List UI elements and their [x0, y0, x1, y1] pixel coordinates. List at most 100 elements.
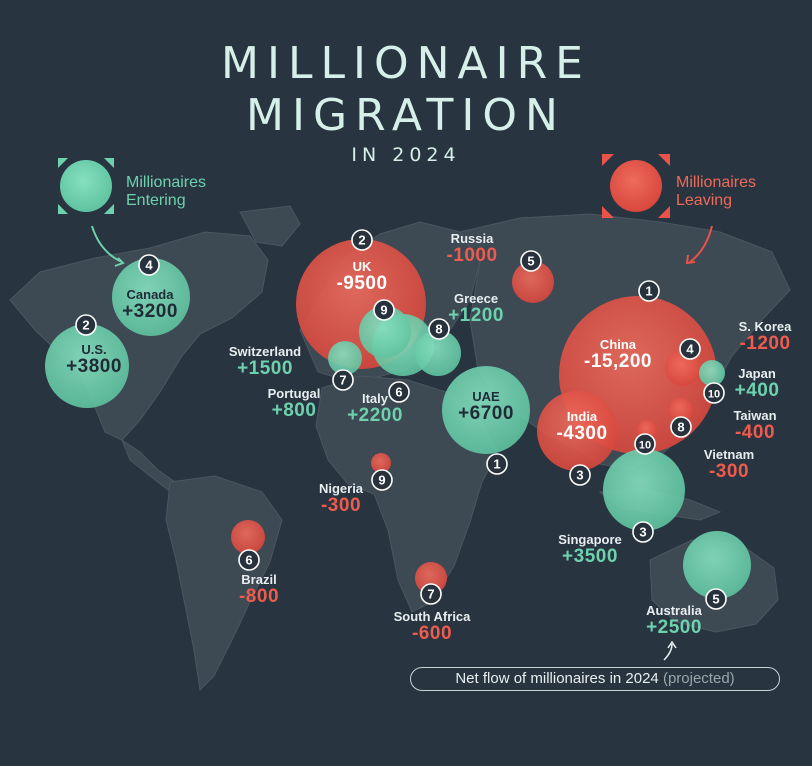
rank-badge-uae: 1: [486, 453, 508, 475]
net-flow-value: -400: [734, 421, 776, 443]
country-label-russia: Russia -1000: [446, 232, 497, 266]
bubble-brazil: [231, 520, 265, 554]
net-flow-value: -1200: [739, 332, 791, 354]
rank-number: 5: [712, 592, 719, 607]
country-name: Portugal: [267, 386, 321, 401]
country-label-canada: Canada +3200: [122, 288, 178, 322]
net-flow-value: -15,200: [584, 350, 652, 372]
rank-number: 4: [145, 258, 153, 273]
rank-number: 5: [527, 254, 534, 269]
legend-entering-label: Millionaires Entering: [126, 174, 207, 209]
country-label-south-africa: South Africa -600: [394, 610, 471, 644]
net-flow-value: +800: [271, 399, 317, 421]
rank-number: 4: [686, 342, 694, 357]
net-flow-value: +3200: [122, 300, 178, 322]
net-flow-value: -600: [411, 622, 453, 644]
country-label-singapore: Singapore +3500: [558, 533, 622, 567]
country-name: Switzerland: [228, 344, 302, 359]
country-name: Vietnam: [703, 447, 755, 462]
rank-badge-greece: 8: [428, 318, 450, 340]
rank-number: 8: [435, 322, 442, 337]
bubble-india: [537, 391, 617, 471]
leaving-curve-arrow: [689, 225, 713, 263]
rank-badge-japan: 10: [703, 382, 725, 404]
rank-number: 8: [677, 420, 684, 435]
rank-badge-switzerland: 7: [332, 369, 354, 391]
country-name: Canada: [126, 287, 174, 302]
country-name: Nigeria: [318, 481, 364, 496]
legend-leaving-label: Millionaires Leaving: [676, 174, 757, 209]
rank-badge-u-s: 2: [75, 314, 97, 336]
net-flow-value: -1000: [446, 244, 498, 266]
net-flow-value: +400: [734, 379, 780, 401]
bubble-greece: [415, 330, 461, 376]
country-label-s-korea: S. Korea -1200: [739, 320, 792, 354]
entering-inward-arrows-icon: [58, 158, 114, 214]
rank-number: 1: [645, 284, 652, 299]
country-label-u-s: U.S. +3800: [66, 343, 122, 377]
bubble-portugal: [359, 306, 411, 358]
country-label-italy: Italy +2200: [347, 392, 403, 426]
country-name: Taiwan: [733, 408, 777, 423]
country-name: India: [566, 409, 598, 424]
rank-badge-china: 1: [638, 280, 660, 302]
bubble-uae: [442, 366, 530, 454]
country-name: UK: [352, 259, 372, 274]
legend-leaving-bubble: [610, 160, 662, 212]
country-label-uae: UAE +6700: [458, 390, 514, 424]
country-label-china: China -15,200: [584, 338, 652, 372]
country-label-taiwan: Taiwan -400: [733, 409, 776, 443]
country-label-switzerland: Switzerland +1500: [229, 345, 301, 379]
country-name: South Africa: [393, 609, 471, 624]
australia-pointer-arrow: [663, 643, 673, 661]
net-flow-value: -300: [320, 494, 362, 516]
country-name: Italy: [361, 391, 388, 406]
country-name: Greece: [453, 291, 499, 306]
country-name: Russia: [450, 231, 494, 246]
australia-arrowhead: [667, 640, 677, 649]
rank-badge-brazil: 6: [238, 549, 260, 571]
net-flow-value: +1500: [237, 357, 293, 379]
bubble-switzerland: [328, 341, 362, 375]
country-label-australia: Australia +2500: [646, 604, 702, 638]
bubble-japan: [699, 360, 725, 386]
rank-badge-russia: 5: [520, 250, 542, 272]
greenland-shape: [239, 205, 301, 247]
rank-badge-italy: 6: [388, 381, 410, 403]
bubble-south-africa: [415, 562, 447, 594]
rank-number: 1: [493, 457, 500, 472]
rank-badge-uk: 2: [351, 229, 373, 251]
country-label-brazil: Brazil -800: [239, 573, 279, 607]
country-label-vietnam: Vietnam -300: [704, 448, 754, 482]
leaving-outward-arrows-icon: [602, 154, 670, 218]
rank-number: 7: [339, 373, 346, 388]
rank-badge-s-korea: 4: [679, 338, 701, 360]
bubble-australia: [683, 531, 751, 599]
rank-badge-portugal: 9: [373, 299, 395, 321]
rank-number: 2: [82, 318, 89, 333]
rank-number: 3: [576, 468, 583, 483]
country-name: China: [599, 337, 637, 352]
country-label-india: India -4300: [556, 410, 607, 444]
rank-number: 9: [378, 473, 385, 488]
country-name: UAE: [472, 389, 500, 404]
footer-projected-text: (projected): [662, 670, 735, 687]
net-flow-value: +2500: [646, 616, 702, 638]
rank-badge-india: 3: [569, 464, 591, 486]
footer-note: Net flow of millionaires in 2024 (projec…: [410, 667, 780, 691]
title-line-1: MILLIONAIRE: [221, 38, 591, 89]
net-flow-value: +3500: [562, 545, 618, 567]
rank-number: 6: [395, 385, 402, 400]
bubble-nigeria: [371, 453, 391, 473]
bubble-singapore: [603, 449, 685, 531]
legend-entering-bubble: [60, 160, 112, 212]
entering-arrowhead: [114, 257, 125, 267]
bubble-russia: [512, 261, 554, 303]
net-flow-value: -4300: [556, 422, 608, 444]
rank-number: 7: [427, 587, 434, 602]
rank-number: 3: [639, 525, 646, 540]
net-flow-value: -300: [708, 460, 750, 482]
net-flow-value: +2200: [347, 404, 403, 426]
rank-badges-layer: 1 2 3 4 5 6 7 8 9 10 1 2 3 4 5 6 7 8 9 10: [75, 229, 727, 610]
